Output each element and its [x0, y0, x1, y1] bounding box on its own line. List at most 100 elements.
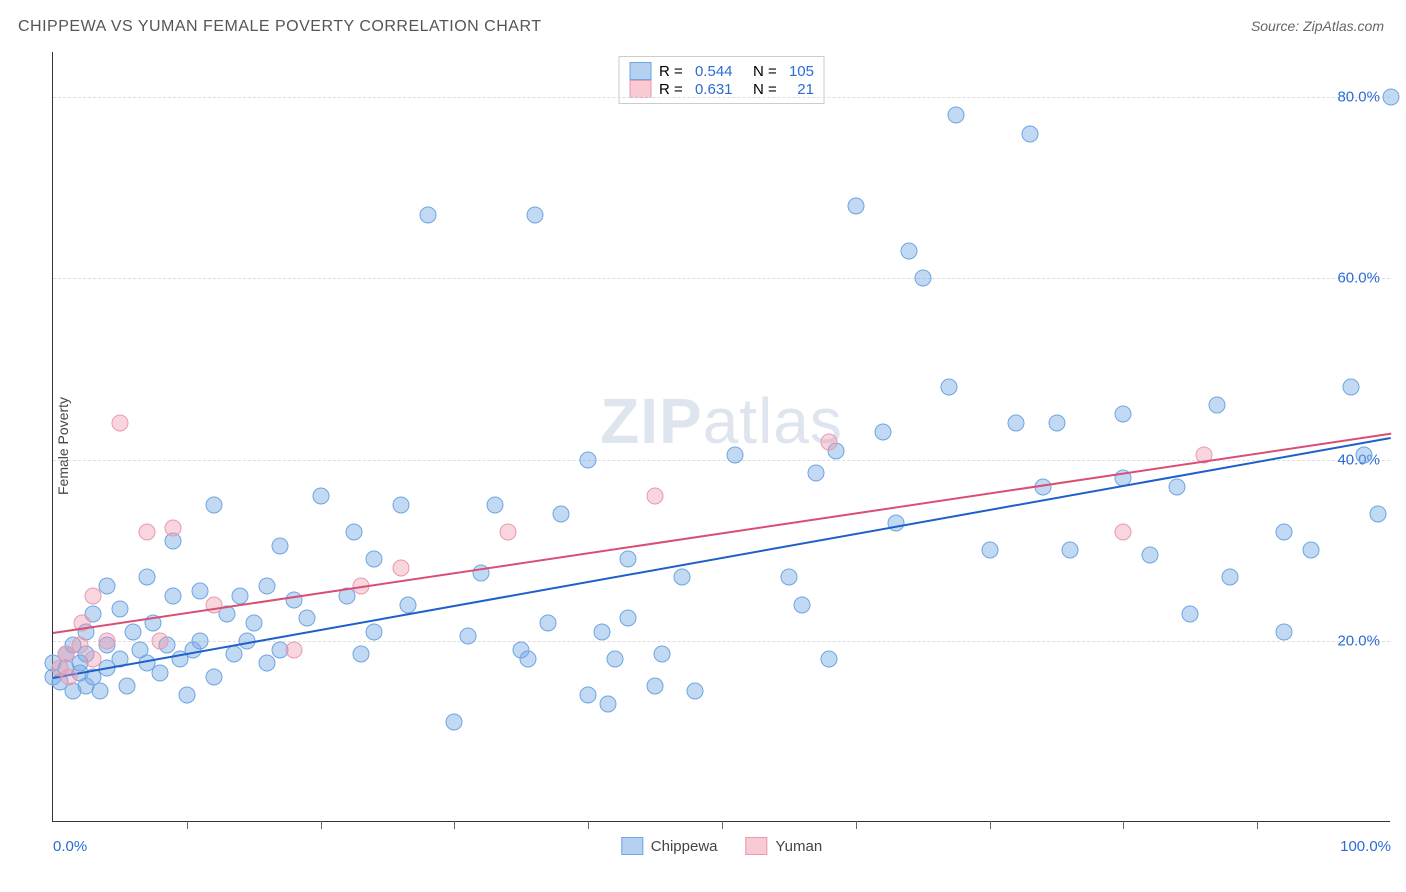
- data-point: [111, 601, 128, 618]
- data-point: [232, 587, 249, 604]
- data-point: [1021, 125, 1038, 142]
- data-point: [486, 496, 503, 513]
- data-point: [245, 614, 262, 631]
- data-point: [205, 669, 222, 686]
- data-point: [272, 537, 289, 554]
- data-point: [366, 623, 383, 640]
- data-point: [1061, 542, 1078, 559]
- gridline: [53, 278, 1390, 279]
- data-point: [392, 496, 409, 513]
- x-tick: [454, 821, 455, 829]
- data-point: [366, 551, 383, 568]
- data-point: [459, 628, 476, 645]
- data-point: [673, 569, 690, 586]
- legend-swatch-chippewa-icon: [621, 837, 643, 855]
- data-point: [118, 678, 135, 695]
- data-point: [821, 433, 838, 450]
- x-tick: [588, 821, 589, 829]
- data-point: [981, 542, 998, 559]
- data-point: [225, 646, 242, 663]
- data-point: [1369, 506, 1386, 523]
- data-point: [85, 587, 102, 604]
- data-point: [874, 424, 891, 441]
- data-point: [580, 451, 597, 468]
- data-point: [647, 678, 664, 695]
- gridline: [53, 97, 1390, 98]
- data-point: [312, 487, 329, 504]
- data-point: [1142, 546, 1159, 563]
- x-tick: [722, 821, 723, 829]
- data-point: [1383, 89, 1400, 106]
- x-tick: [856, 821, 857, 829]
- data-point: [620, 551, 637, 568]
- data-point: [85, 650, 102, 667]
- data-point: [399, 596, 416, 613]
- data-point: [526, 207, 543, 224]
- data-point: [259, 655, 276, 672]
- data-point: [98, 632, 115, 649]
- data-point: [1048, 415, 1065, 432]
- data-point: [1342, 379, 1359, 396]
- x-tick: [1123, 821, 1124, 829]
- watermark: ZIPatlas: [600, 384, 843, 458]
- data-point: [165, 587, 182, 604]
- data-point: [727, 447, 744, 464]
- data-point: [620, 610, 637, 627]
- y-tick-label: 60.0%: [1337, 270, 1380, 287]
- data-point: [138, 569, 155, 586]
- data-point: [152, 664, 169, 681]
- data-point: [1115, 524, 1132, 541]
- data-point: [1168, 478, 1185, 495]
- x-tick: [321, 821, 322, 829]
- x-tick-label: 100.0%: [1340, 838, 1391, 855]
- data-point: [901, 243, 918, 260]
- trend-line: [53, 432, 1391, 633]
- y-tick-label: 20.0%: [1337, 632, 1380, 649]
- data-point: [540, 614, 557, 631]
- series-legend: Chippewa Yuman: [621, 837, 822, 855]
- data-point: [821, 650, 838, 667]
- data-point: [299, 610, 316, 627]
- data-point: [285, 641, 302, 658]
- data-point: [780, 569, 797, 586]
- data-point: [847, 198, 864, 215]
- plot-area: ZIPatlas R = 0.544 N = 105 R = 0.631 N =…: [52, 52, 1390, 822]
- data-point: [519, 650, 536, 667]
- data-point: [647, 487, 664, 504]
- data-point: [125, 623, 142, 640]
- data-point: [446, 714, 463, 731]
- corr-row-chippewa: R = 0.544 N = 105: [629, 62, 814, 80]
- data-point: [205, 496, 222, 513]
- data-point: [192, 632, 209, 649]
- data-point: [346, 524, 363, 541]
- data-point: [61, 669, 78, 686]
- data-point: [178, 687, 195, 704]
- data-point: [948, 107, 965, 124]
- data-point: [1356, 447, 1373, 464]
- gridline: [53, 460, 1390, 461]
- data-point: [941, 379, 958, 396]
- data-point: [1302, 542, 1319, 559]
- data-point: [914, 270, 931, 287]
- data-point: [259, 578, 276, 595]
- data-point: [807, 465, 824, 482]
- corr-row-yuman: R = 0.631 N = 21: [629, 80, 814, 98]
- data-point: [71, 637, 88, 654]
- x-tick: [1257, 821, 1258, 829]
- data-point: [1115, 406, 1132, 423]
- swatch-chippewa-icon: [629, 62, 651, 80]
- data-point: [887, 515, 904, 532]
- chart-title: CHIPPEWA VS YUMAN FEMALE POVERTY CORRELA…: [18, 18, 541, 36]
- data-point: [1209, 397, 1226, 414]
- y-tick-label: 80.0%: [1337, 89, 1380, 106]
- data-point: [1008, 415, 1025, 432]
- legend-swatch-yuman-icon: [746, 837, 768, 855]
- data-point: [392, 560, 409, 577]
- data-point: [138, 524, 155, 541]
- data-point: [165, 519, 182, 536]
- data-point: [192, 583, 209, 600]
- data-point: [1222, 569, 1239, 586]
- data-point: [580, 687, 597, 704]
- data-point: [593, 623, 610, 640]
- data-point: [1275, 623, 1292, 640]
